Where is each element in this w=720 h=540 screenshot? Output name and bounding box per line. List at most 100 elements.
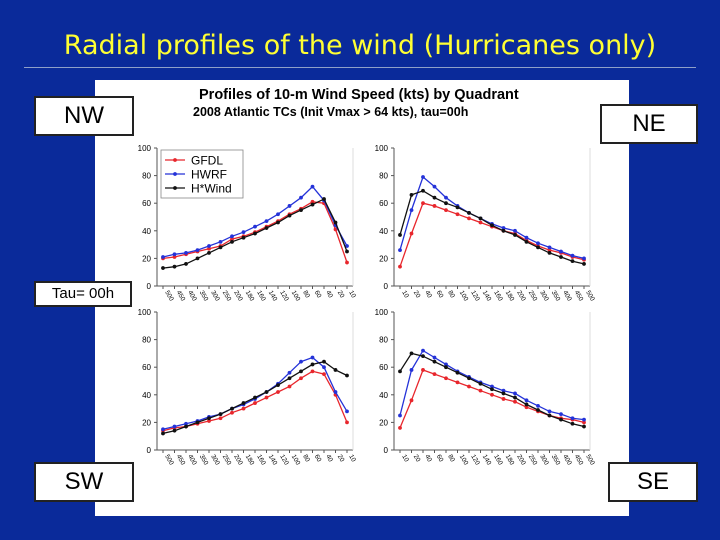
title-divider [24,67,696,68]
y-tick-label: 60 [379,199,388,208]
data-point-hwrf [513,391,517,396]
y-tick-label: 40 [142,391,151,400]
data-point-hwind [310,362,315,367]
data-point-hwind [582,424,586,429]
data-point-hwind [455,205,460,210]
y-tick-label: 0 [384,282,389,291]
data-point-gfdl [310,199,315,204]
x-tick-label: 160 [492,454,504,467]
data-point-gfdl [322,372,326,376]
x-tick-label: 120 [469,454,481,467]
data-point-hwind [218,245,223,250]
x-tick-label: 400 [186,454,198,467]
x-tick-label: 200 [232,454,244,467]
data-point-gfdl [455,212,460,217]
data-point-gfdl [276,390,280,394]
y-tick-label: 80 [379,336,388,345]
data-point-hwind [444,365,448,370]
data-point-hwind [322,359,326,364]
data-point-gfdl [582,420,586,425]
data-point-hwrf [299,195,303,200]
x-tick-label: 300 [209,454,221,467]
x-tick-label: 200 [515,454,527,467]
y-tick-label: 60 [142,199,151,208]
data-point-gfdl [241,406,246,411]
data-point-hwrf [207,244,211,248]
figure-title-line1: Profiles of 10-m Wind Speed (kts) by Qua… [199,87,519,103]
data-point-gfdl [501,397,506,401]
data-point-hwind [478,216,483,221]
data-point-hwrf [230,234,234,239]
data-point-hwind [513,233,517,237]
data-point-hwrf [559,249,563,254]
x-tick-label: 60 [435,290,445,300]
y-tick-label: 20 [142,418,151,427]
y-tick-label: 40 [142,227,151,236]
x-tick-label: 160 [255,290,267,303]
data-point-hwrf [444,195,448,200]
data-point-hwind [276,383,280,388]
data-point-hwind [345,249,349,254]
data-point-gfdl [524,405,529,410]
data-point-hwrf [241,230,246,235]
data-point-hwind [547,250,552,255]
data-point-hwrf [310,355,315,360]
data-point-gfdl [513,399,517,404]
data-point-hwind [287,376,292,381]
x-tick-label: 40 [324,290,334,300]
data-point-hwind [184,424,188,429]
data-point-gfdl [547,248,552,253]
data-point-gfdl [432,372,437,376]
x-tick-label: 300 [209,290,221,303]
data-point-hwind [276,220,280,225]
data-point-hwind [524,402,529,407]
data-point-hwrf [536,403,540,408]
data-point-hwind [287,213,292,218]
x-tick-label: 350 [198,290,210,303]
data-point-hwrf [322,365,326,370]
data-point-hwind [536,245,540,250]
data-point-hwind [207,250,211,255]
data-point-hwrf [501,226,506,230]
x-tick-label: 40 [423,454,433,464]
x-tick-label: 120 [469,290,481,303]
data-point-hwrf [513,228,517,233]
data-point-gfdl [207,246,211,251]
data-point-hwrf [195,248,200,253]
quadrant-label-sw: SW [34,462,134,502]
x-tick-label: 60 [313,454,323,464]
data-point-hwind [161,431,165,436]
y-tick-label: 100 [375,308,389,317]
data-point-hwrf [432,355,437,360]
y-tick-label: 40 [379,391,388,400]
figure-title-line2: 2008 Atlantic TCs (Init Vmax > 64 kts), … [193,105,468,119]
x-tick-label: 450 [175,290,187,303]
x-tick-label: 120 [278,290,290,303]
data-point-gfdl [172,255,177,259]
slide-title: Radial profiles of the wind (Hurricanes … [63,30,657,61]
x-tick-label: 60 [435,454,445,464]
data-point-hwrf [253,224,257,229]
x-tick-label: 250 [527,454,539,467]
y-tick-label: 20 [142,254,151,263]
legend-label: HWRF [191,168,227,182]
y-tick-label: 80 [142,172,151,181]
x-tick-label: 100 [458,454,470,467]
x-tick-label: 20 [336,290,346,300]
data-point-hwind [409,193,414,197]
data-point-hwrf [570,416,575,421]
data-point-hwind [264,390,269,394]
x-tick-label: 60 [313,290,323,300]
data-point-hwind [195,420,200,425]
data-point-hwrf [184,250,188,255]
series-line-hwrf-sw [162,356,348,430]
data-point-hwrf [501,388,506,393]
data-point-hwind [310,202,315,207]
data-point-hwrf [184,421,188,426]
data-point-gfdl [218,416,223,421]
x-tick-label: 300 [538,290,550,303]
x-tick-label: 250 [527,290,539,303]
data-point-hwrf [276,212,280,217]
data-point-hwrf [421,175,425,179]
x-tick-label: 140 [267,454,279,467]
